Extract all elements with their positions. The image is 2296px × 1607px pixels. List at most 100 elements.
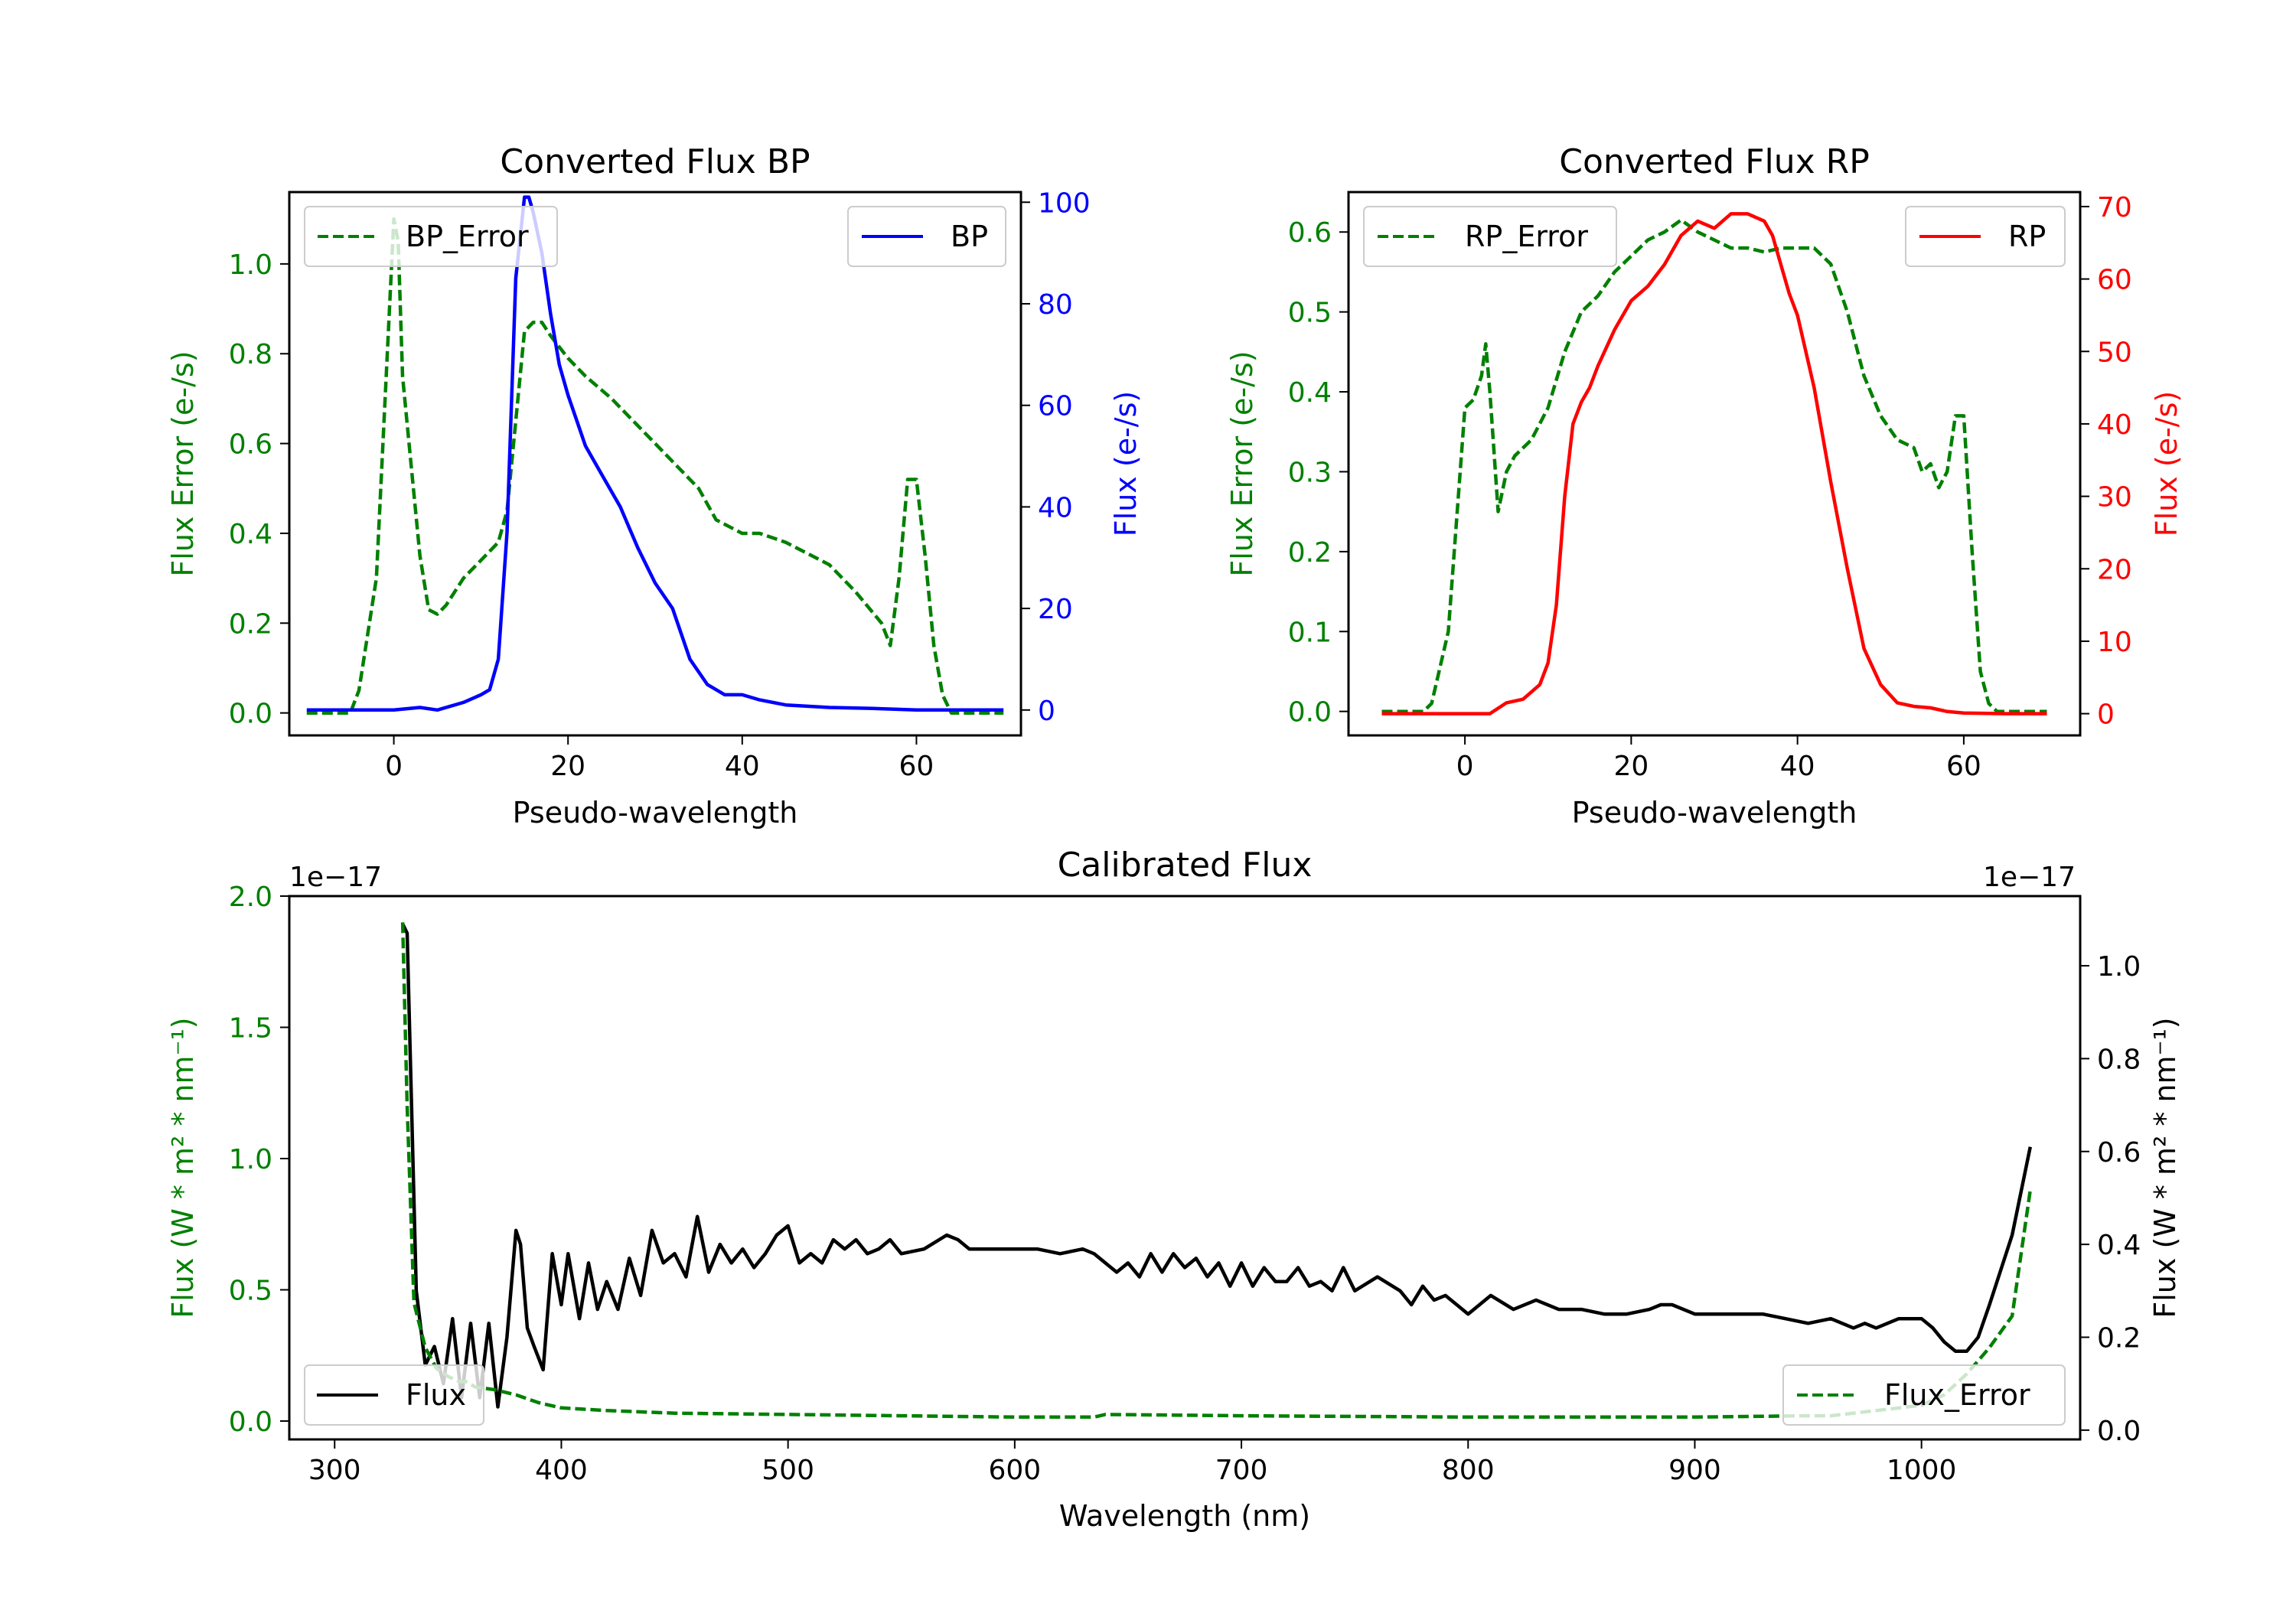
bp-x-tick-label: 60 xyxy=(899,751,934,782)
calibrated-series-flux-error xyxy=(400,922,2033,1420)
bp-x-tick-label: 40 xyxy=(725,751,760,782)
legend-box xyxy=(847,206,1006,267)
bp-series-layer xyxy=(306,195,1004,715)
calibrated-x-tick-label: 800 xyxy=(1442,1455,1495,1486)
bp-right-y-tick-label: 60 xyxy=(1038,391,1073,422)
bp-right-axis-label: Flux (e-/s) xyxy=(1109,391,1143,536)
bp-right-y-tick-label: 80 xyxy=(1038,289,1073,321)
calibrated-right-y-tick-label: 0.2 xyxy=(2097,1322,2141,1354)
rp-right-y-tick-label: 60 xyxy=(2097,265,2132,296)
rp-left-y-tick-label: 0.1 xyxy=(1288,617,1332,648)
legend-label-bp-error: BP_Error xyxy=(406,220,529,253)
rp-right-y-tick-label: 40 xyxy=(2097,409,2132,441)
rp-right-axis-label: Flux (e-/s) xyxy=(2150,391,2183,536)
bp-axes-frame xyxy=(288,191,1022,737)
rp-x-tick-label: 0 xyxy=(1456,751,1474,782)
bp-left-y-tick-label: 0.2 xyxy=(229,608,272,640)
rp-left-y-tick-label: 0.3 xyxy=(1288,457,1332,488)
legend-box xyxy=(304,206,558,267)
bp-legend-left: BP_Error xyxy=(304,206,558,267)
calibrated-right-y-tick-label: 0.8 xyxy=(2097,1044,2141,1075)
bp-series-bp-error xyxy=(306,217,1004,715)
calibrated-right-y-tick-label: 0.6 xyxy=(2097,1137,2141,1169)
bp-series-bp xyxy=(306,195,1004,712)
calibrated-left-y-tick-label: 0.0 xyxy=(229,1407,272,1438)
bp-ticks-layer: 0 20 40 60 0.0 0.2 0.4 0.6 0.8 1.0 0 20 40 60 80 100 xyxy=(229,187,1091,782)
left-offset-label: 1e−17 xyxy=(289,862,382,893)
calibrated-x-tick-label: 900 xyxy=(1668,1455,1721,1486)
bp-left-y-tick-label: 0.4 xyxy=(229,519,272,550)
legend-label-rp-error: RP_Error xyxy=(1465,220,1588,253)
rp-series-rp-error xyxy=(1381,218,2047,713)
calibrated-left-y-tick-label: 1.0 xyxy=(229,1144,272,1175)
rp-legend-right: RP xyxy=(1905,206,2066,267)
rp-panel: Converted Flux RP Pseudo-wavelength Flux… xyxy=(1225,142,2183,830)
calibrated-right-y-tick-label: 0.0 xyxy=(2097,1416,2141,1447)
calibrated-x-axis-label: Wavelength (nm) xyxy=(1059,1499,1310,1533)
calibrated-legend-left: Flux xyxy=(304,1364,484,1426)
rp-right-y-tick-label: 10 xyxy=(2097,627,2132,658)
calibrated-axes-frame xyxy=(288,895,2082,1441)
rp-right-y-tick-label: 30 xyxy=(2097,482,2132,513)
legend-label-flux: Flux xyxy=(406,1378,466,1412)
calibrated-left-y-tick-label: 2.0 xyxy=(229,882,272,913)
calibrated-x-tick-label: 600 xyxy=(988,1455,1041,1486)
rp-legend-left: RP_Error xyxy=(1363,206,1617,267)
rp-x-tick-label: 40 xyxy=(1780,751,1815,782)
rp-series-layer xyxy=(1381,212,2047,715)
bp-left-y-tick-label: 0.0 xyxy=(229,699,272,730)
calibrated-left-axis-label: Flux (W * m² * nm⁻¹) xyxy=(166,1017,200,1318)
rp-left-y-tick-label: 0.0 xyxy=(1288,697,1332,729)
rp-axes-frame xyxy=(1347,191,2082,737)
calibrated-right-axis-label: Flux (W * m² * nm⁻¹) xyxy=(2148,1017,2182,1318)
calibrated-right-y-tick-label: 0.4 xyxy=(2097,1230,2141,1261)
calibrated-left-y-tick-label: 1.5 xyxy=(229,1012,272,1044)
rp-left-axis-label: Flux Error (e-/s) xyxy=(1225,350,1259,576)
rp-chart-title: Converted Flux RP xyxy=(1559,142,1870,181)
calibrated-panel: Calibrated Flux Wavelength (nm) Flux (W … xyxy=(166,846,2182,1533)
bp-right-y-tick-label: 100 xyxy=(1038,187,1091,219)
rp-right-y-tick-label: 0 xyxy=(2097,699,2115,731)
right-offset-label: 1e−17 xyxy=(1983,862,2076,893)
rp-series-rp xyxy=(1381,212,2047,715)
rp-right-y-tick-label: 20 xyxy=(2097,554,2132,585)
rp-x-tick-label: 60 xyxy=(1946,751,1981,782)
legend-label-rp: RP xyxy=(2008,220,2046,253)
rp-left-y-tick-label: 0.5 xyxy=(1288,298,1332,329)
legend-box xyxy=(304,1364,484,1426)
calibrated-x-tick-label: 1000 xyxy=(1887,1455,1957,1486)
bp-left-axis-label: Flux Error (e-/s) xyxy=(166,350,200,576)
bp-right-y-tick-label: 20 xyxy=(1038,594,1073,625)
calibrated-ticks-layer: 300 400 500 600 700 800 900 1000 0.0 0.5 1.0 1.5 2.0… xyxy=(229,882,2141,1486)
rp-left-y-tick-label: 0.4 xyxy=(1288,377,1332,409)
calibrated-chart-title: Calibrated Flux xyxy=(1058,846,1313,885)
bp-x-tick-label: 20 xyxy=(550,751,585,782)
bp-chart-title: Converted Flux BP xyxy=(500,142,810,181)
rp-right-y-tick-label: 50 xyxy=(2097,337,2132,368)
legend-box xyxy=(1363,206,1617,267)
legend-label-flux-error: Flux_Error xyxy=(1884,1378,2030,1412)
bp-right-y-tick-label: 40 xyxy=(1038,492,1073,523)
calibrated-left-y-tick-label: 0.5 xyxy=(229,1275,272,1306)
bp-panel: Converted Flux BP Pseudo-wavelength Flux… xyxy=(166,142,1143,830)
bp-left-y-tick-label: 0.8 xyxy=(229,339,272,370)
calibrated-x-tick-label: 300 xyxy=(308,1455,361,1486)
rp-right-y-tick-label: 70 xyxy=(2097,192,2132,223)
rp-ticks-layer: 0 20 40 60 0.0 0.1 0.2 0.3 0.4 0.5 0.6 0 10 20 30 40 50 6… xyxy=(1288,192,2132,782)
bp-left-y-tick-label: 1.0 xyxy=(229,249,272,281)
rp-x-axis-label: Pseudo-wavelength xyxy=(1572,796,1857,830)
bp-x-tick-label: 0 xyxy=(385,751,403,782)
bp-right-y-tick-label: 0 xyxy=(1038,696,1055,727)
legend-box xyxy=(1782,1364,2066,1426)
calibrated-x-tick-label: 400 xyxy=(535,1455,588,1486)
calibrated-series-flux xyxy=(401,923,2033,1409)
legend-box xyxy=(1905,206,2066,267)
bp-legend-right: BP xyxy=(847,206,1006,267)
rp-left-y-tick-label: 0.6 xyxy=(1288,217,1332,249)
rp-x-tick-label: 20 xyxy=(1613,751,1649,782)
calibrated-legend-right: Flux_Error xyxy=(1782,1364,2066,1426)
calibrated-x-tick-label: 700 xyxy=(1215,1455,1268,1486)
legend-label-bp: BP xyxy=(951,220,988,253)
bp-x-axis-label: Pseudo-wavelength xyxy=(513,796,798,830)
